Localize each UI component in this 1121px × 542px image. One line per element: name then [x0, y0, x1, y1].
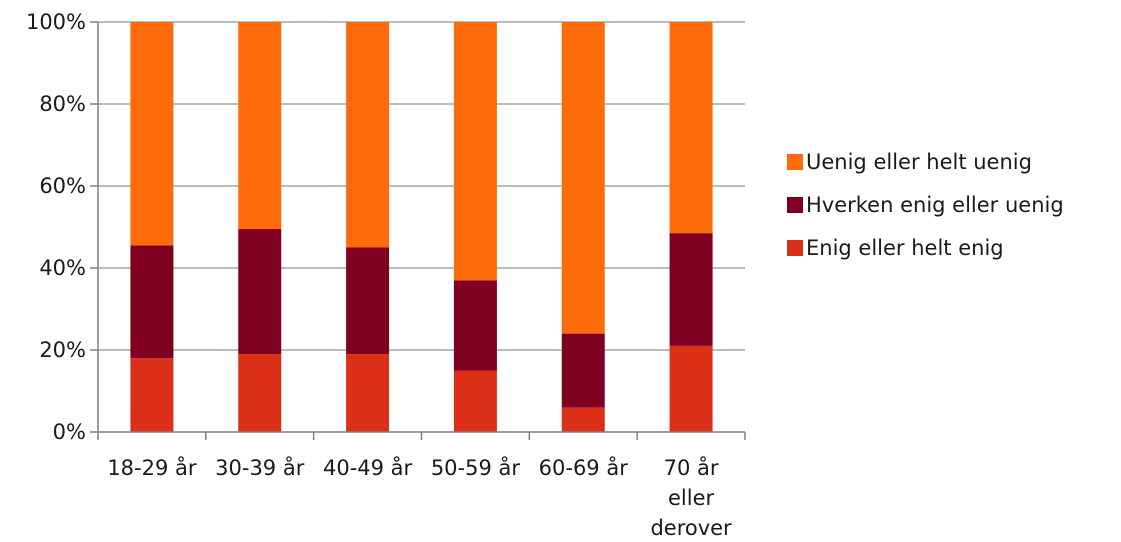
bar-segment: [454, 280, 497, 370]
x-category-label: 60-69 år: [539, 455, 629, 480]
y-tick-label: 0%: [53, 420, 86, 444]
x-axis-category-labels: 18-29 år 30-39 år 40-49 år 50-59 år 60-69 år…: [107, 455, 732, 540]
y-tick-label: 60%: [39, 174, 86, 198]
x-category-label: 40-49 år: [323, 455, 413, 480]
bar-segment: [670, 233, 713, 346]
gridlines: [90, 22, 745, 432]
x-category-label: 70 år eller derover: [650, 455, 732, 540]
bar-segment: [130, 22, 173, 245]
bar-segment: [670, 346, 713, 432]
bar-segment: [346, 22, 389, 248]
legend: Uenig eller helt uenig Hverken enig eller…: [787, 150, 1064, 260]
x-category-label: 30-39 år: [215, 455, 305, 480]
bar-segment: [670, 22, 713, 233]
x-category-label: 50-59 år: [431, 455, 521, 480]
y-tick-label: 80%: [39, 92, 86, 116]
legend-label: Enig eller helt enig: [806, 236, 1004, 260]
bar-segment: [562, 407, 605, 432]
legend-label: Hverken enig eller uenig: [806, 193, 1064, 217]
legend-swatch: [787, 154, 803, 170]
bar-segment: [238, 354, 281, 432]
bar-segment: [238, 22, 281, 229]
bar-segment: [562, 334, 605, 408]
bar-segment: [454, 371, 497, 433]
bar-segment: [130, 245, 173, 358]
bar-segment: [454, 22, 497, 280]
x-category-label: 18-29 år: [107, 455, 197, 480]
bar-segment: [346, 354, 389, 432]
y-tick-label: 100%: [26, 10, 86, 34]
legend-swatch: [787, 240, 803, 256]
bar-segment: [562, 22, 605, 334]
bar-segment: [346, 248, 389, 355]
y-tick-label: 20%: [39, 338, 86, 362]
bar-segment: [130, 358, 173, 432]
y-tick-label: 40%: [39, 256, 86, 280]
y-axis-tick-labels: 0% 20% 40% 60% 80% 100%: [26, 10, 86, 444]
bars: [130, 22, 712, 432]
legend-swatch: [787, 197, 803, 213]
bar-segment: [238, 229, 281, 354]
legend-label: Uenig eller helt uenig: [806, 150, 1032, 174]
axes: [98, 22, 745, 440]
